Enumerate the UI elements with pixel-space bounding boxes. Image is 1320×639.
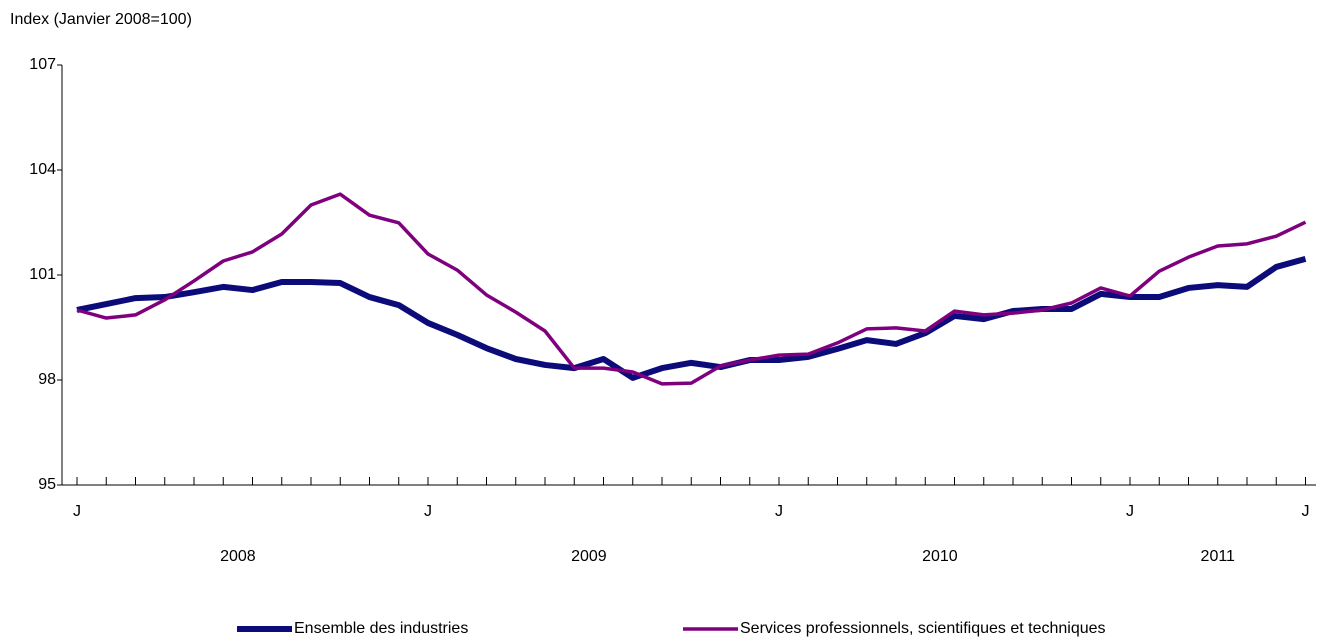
legend-label: Services professionnels, scientifiques e… — [740, 620, 1106, 637]
x-tick-label: J — [775, 503, 783, 520]
x-tick-label: J — [1126, 503, 1134, 520]
y-tick-label: 98 — [38, 371, 56, 388]
legend-label: Ensemble des industries — [294, 620, 468, 637]
x-tick-label: J — [73, 503, 81, 520]
series-line — [76, 256, 1307, 381]
x-group-label: 2010 — [922, 548, 958, 565]
x-group-label: 2009 — [571, 548, 607, 565]
y-axis-label: Index (Janvier 2008=100) — [10, 11, 192, 28]
series-line — [76, 192, 1307, 386]
x-tick-label: J — [1302, 503, 1310, 520]
y-tick-label: 104 — [29, 161, 56, 178]
y-tick-label: 95 — [38, 476, 56, 493]
x-group-label: 2011 — [1201, 548, 1236, 565]
x-group-label: 2008 — [220, 548, 256, 565]
y-tick-label: 101 — [29, 266, 56, 283]
y-tick-label: 107 — [29, 56, 56, 73]
x-tick-label: J — [424, 503, 432, 520]
